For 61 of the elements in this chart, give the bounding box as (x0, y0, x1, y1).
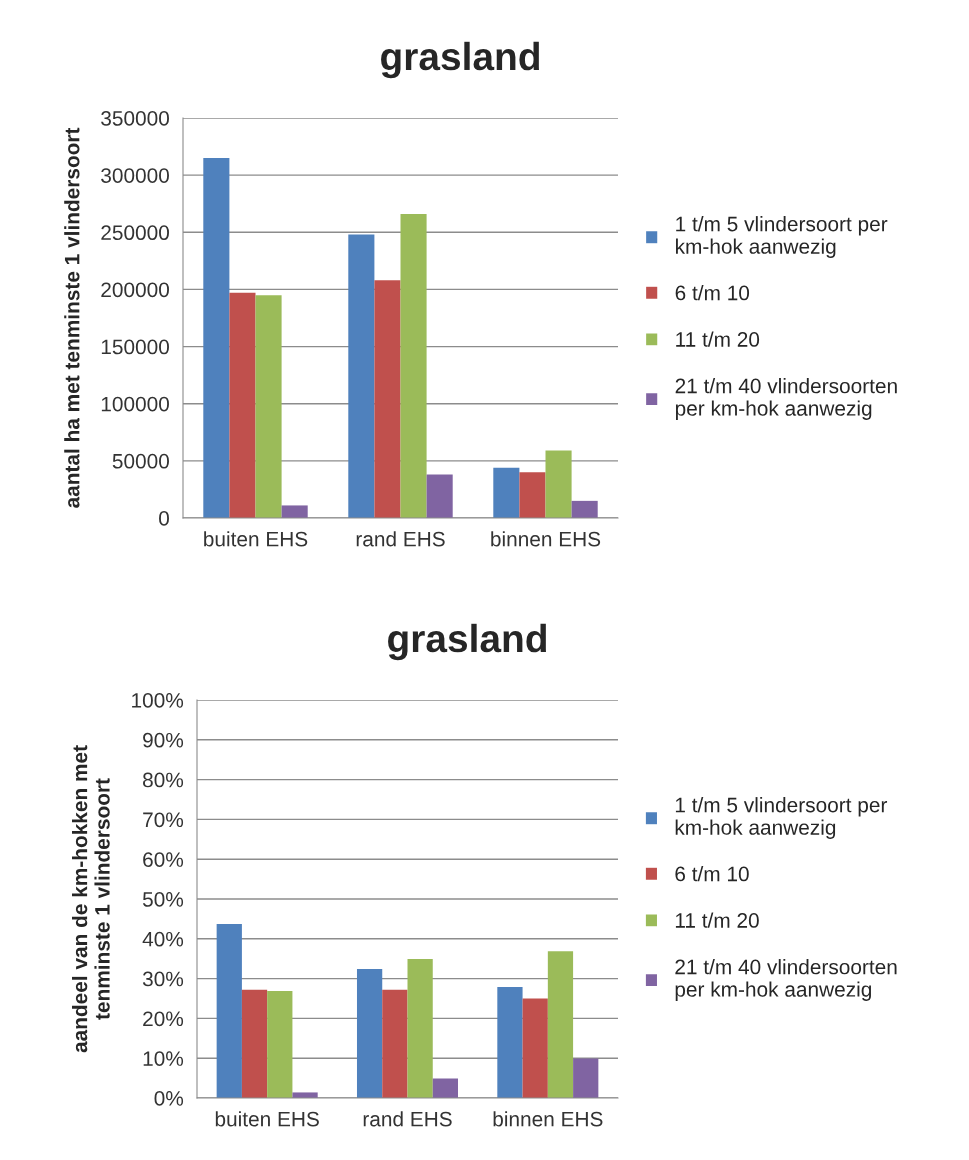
y-tick-label: 50% (142, 892, 184, 907)
y-tick-label: 70% (143, 812, 184, 828)
x-tick-label: binnen EHS (493, 1111, 603, 1127)
y-tick-label: 60% (143, 852, 184, 867)
y-tick-label: 50000 (112, 453, 169, 469)
legend-label: 6 t/m 10 (675, 866, 749, 882)
bar (267, 990, 293, 1098)
bar (545, 450, 572, 518)
y-tick-label: 20% (143, 1011, 184, 1027)
chart-title: grasland (388, 623, 546, 661)
y-tick-label: 90% (143, 732, 184, 748)
chart-title: grasland (381, 41, 539, 79)
y-tick-label: 40% (142, 931, 184, 947)
y-axis-title: aantal ha met tenminste 1 vlindersoort (64, 127, 80, 508)
legend-label: 6 t/m 10 (675, 285, 750, 301)
y-tick-label: 80% (143, 772, 184, 788)
y-tick-label: 30% (142, 971, 184, 987)
bar (292, 1092, 318, 1098)
bar (400, 214, 427, 518)
legend-label: 11 t/m 20 (676, 331, 760, 347)
bar (281, 505, 308, 518)
bar (571, 500, 598, 518)
x-tick-label: buiten EHS (215, 1111, 319, 1127)
legend-label: 21 t/m 40 vlindersoorten per km-hok aanwezig (675, 378, 897, 420)
bar (374, 280, 401, 518)
bar (493, 467, 520, 518)
bar (426, 474, 453, 518)
bar (547, 951, 574, 1098)
bar (573, 1058, 599, 1098)
bar (497, 986, 523, 1098)
y-tick-label: 250000 (101, 225, 169, 241)
bar (519, 472, 546, 518)
legend-label: 11 t/m 20 (675, 912, 759, 928)
y-tick-label: 350000 (101, 111, 169, 126)
y-tick-label: 100% (132, 693, 184, 708)
bar (522, 998, 548, 1098)
x-tick-label: rand EHS (363, 1111, 452, 1127)
y-axis-title: aandeel van de km-hokken met tenminste 1 vlindersoort (72, 745, 110, 1053)
y-tick-label: 10% (143, 1051, 184, 1066)
y-tick-label: 0 (159, 511, 169, 526)
legend-label: 1 t/m 5 vlindersoort per km-hok aanwezig (675, 797, 888, 839)
bar (348, 234, 375, 518)
legend-label: 21 t/m 40 vlindersoorten per km-hok aanwezig (675, 959, 897, 1001)
y-tick-label: 100000 (101, 396, 169, 412)
bar (255, 295, 282, 518)
bar (407, 959, 433, 1098)
y-tick-label: 0% (154, 1091, 184, 1106)
bar (241, 989, 268, 1098)
bar (356, 969, 383, 1098)
y-tick-label: 300000 (101, 168, 169, 183)
x-tick-label: binnen EHS (491, 531, 601, 547)
bar (432, 1078, 459, 1098)
x-tick-label: buiten EHS (204, 531, 308, 547)
y-tick-label: 200000 (101, 282, 169, 298)
y-tick-label: 150000 (101, 339, 169, 355)
legend-label: 1 t/m 5 vlindersoort per km-hok aanwezig (676, 216, 888, 258)
bar (216, 924, 242, 1098)
bar (382, 989, 408, 1098)
bar (229, 292, 256, 518)
bar (203, 158, 230, 518)
x-tick-label: rand EHS (356, 531, 445, 547)
